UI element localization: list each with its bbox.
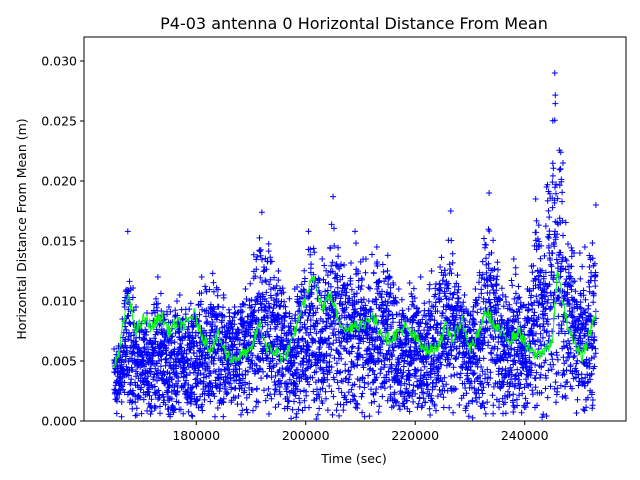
- x-axis-label: Time (sec): [320, 451, 386, 466]
- plot-frame: [83, 36, 627, 422]
- running-mean-series: [113, 270, 597, 369]
- chart-title: P4-03 antenna 0 Horizontal Distance From…: [160, 14, 548, 33]
- y-tick-label: 0.030: [41, 54, 77, 69]
- y-tick-label: 0.000: [41, 414, 77, 429]
- y-tick-label: 0.010: [41, 294, 77, 309]
- y-tick-label: 0.020: [41, 174, 77, 189]
- running-mean-line: [113, 270, 597, 369]
- y-tick-label: 0.015: [41, 234, 77, 249]
- x-tick-label: 220000: [391, 428, 439, 443]
- y-axis-label: Horizontal Distance From Mean (m): [14, 118, 29, 339]
- plot-area: [111, 70, 599, 421]
- y-tick-label: 0.025: [41, 114, 77, 129]
- y-tick-label: 0.005: [41, 354, 77, 369]
- x-tick-label: 200000: [282, 428, 330, 443]
- x-axis: 180000 200000 220000 240000: [172, 421, 549, 443]
- x-tick-label: 240000: [501, 428, 549, 443]
- y-axis: 0.000 0.005 0.010 0.015 0.020 0.025 0.030: [41, 54, 84, 429]
- x-tick-label: 180000: [172, 428, 220, 443]
